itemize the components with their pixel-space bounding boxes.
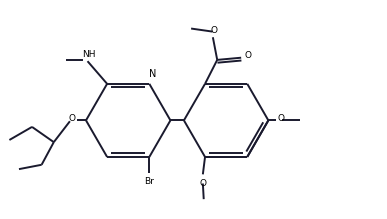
Text: NH: NH bbox=[82, 50, 95, 59]
Text: O: O bbox=[245, 51, 252, 60]
Text: Br: Br bbox=[144, 177, 154, 186]
Text: O: O bbox=[277, 114, 284, 123]
Text: O: O bbox=[210, 26, 217, 35]
Text: O: O bbox=[199, 179, 206, 188]
Text: N: N bbox=[149, 69, 156, 79]
Text: O: O bbox=[68, 114, 75, 123]
